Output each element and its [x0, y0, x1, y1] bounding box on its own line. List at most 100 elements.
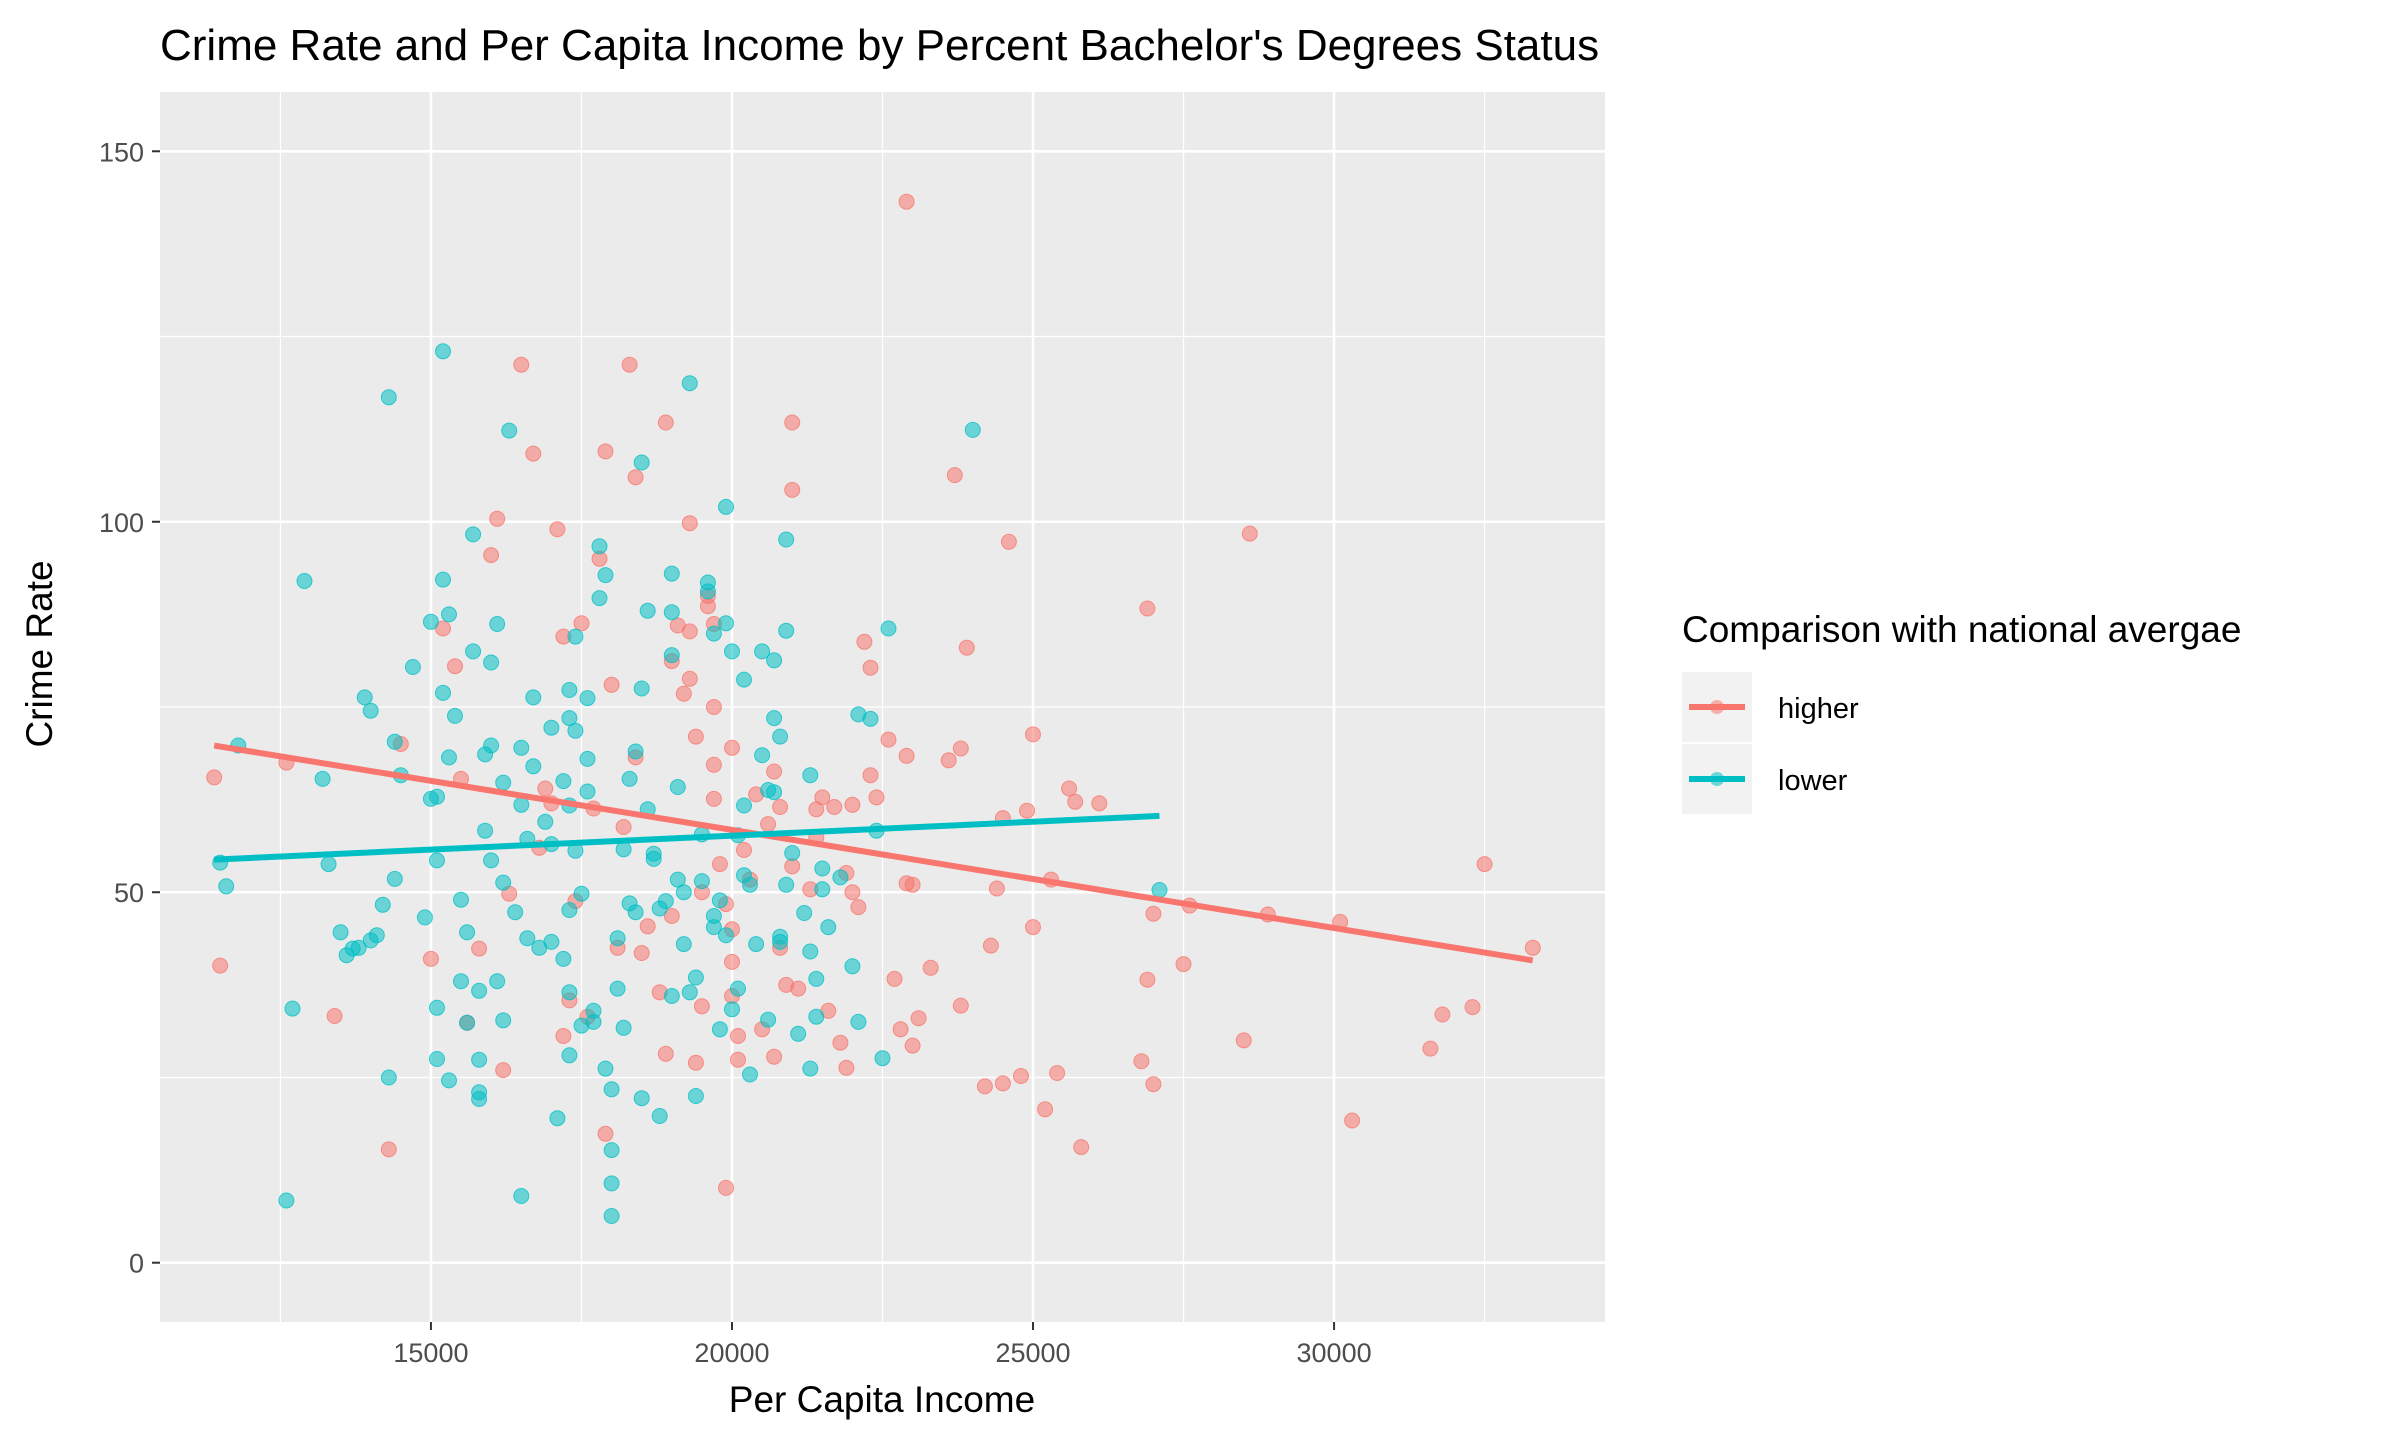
- point-higher-94: [850, 899, 867, 916]
- point-lower-112: [645, 850, 662, 867]
- point-lower-89: [585, 1002, 602, 1019]
- point-lower-127: [687, 969, 704, 986]
- point-lower-102: [621, 770, 638, 787]
- y-tick-label-3: 150: [99, 137, 144, 167]
- point-lower-171: [814, 860, 831, 877]
- point-higher-12: [483, 547, 500, 564]
- point-lower-183: [1151, 882, 1168, 898]
- x-axis: 15000 20000 25000 30000: [393, 1322, 1372, 1368]
- point-higher-68: [730, 1051, 746, 1068]
- point-higher-14: [495, 1062, 512, 1079]
- point-lower-45: [471, 1051, 488, 1068]
- point-lower-28: [429, 852, 445, 869]
- point-lower-153: [760, 1011, 777, 1028]
- point-lower-30: [435, 343, 451, 360]
- point-higher-142: [1344, 1112, 1361, 1129]
- point-higher-135: [1145, 1076, 1162, 1093]
- point-higher-69: [736, 842, 752, 858]
- point-higher-8: [447, 658, 463, 675]
- point-higher-114: [976, 1078, 993, 1095]
- point-lower-176: [850, 1013, 867, 1030]
- point-lower-61: [513, 796, 530, 813]
- point-higher-124: [1037, 1101, 1054, 1118]
- point-higher-108: [922, 959, 939, 976]
- point-lower-56: [495, 1012, 512, 1029]
- point-lower-157: [772, 728, 789, 745]
- point-lower-59: [513, 739, 530, 756]
- point-higher-23: [555, 1028, 572, 1044]
- point-lower-85: [579, 690, 596, 707]
- point-lower-36: [447, 707, 463, 724]
- point-lower-50: [483, 737, 500, 754]
- point-lower-94: [603, 1081, 620, 1098]
- point-lower-139: [718, 927, 734, 944]
- point-lower-64: [525, 689, 542, 706]
- point-higher-147: [1524, 939, 1541, 956]
- point-higher-122: [1025, 919, 1041, 936]
- point-lower-117: [663, 604, 680, 621]
- point-lower-65: [525, 758, 542, 775]
- trend-line-higher: [213, 742, 1534, 964]
- point-lower-58: [507, 904, 524, 921]
- point-higher-74: [766, 763, 783, 780]
- point-lower-166: [802, 943, 819, 960]
- point-higher-31: [597, 443, 614, 460]
- point-higher-144: [1434, 1006, 1451, 1023]
- x-tick-label-2: 25000: [995, 1338, 1070, 1368]
- point-higher-110: [946, 467, 963, 484]
- point-lower-172: [814, 881, 831, 898]
- point-lower-87: [579, 783, 596, 800]
- point-lower-100: [615, 1019, 632, 1036]
- point-lower-116: [663, 565, 680, 582]
- point-higher-51: [687, 1054, 704, 1071]
- point-lower-101: [615, 841, 632, 858]
- point-higher-46: [675, 685, 692, 702]
- point-lower-181: [880, 620, 897, 637]
- point-higher-75: [766, 1048, 783, 1065]
- point-higher-59: [705, 790, 722, 807]
- point-lower-86: [579, 750, 596, 767]
- point-lower-143: [730, 980, 746, 997]
- point-lower-124: [681, 984, 698, 1001]
- point-lower-167: [802, 1060, 819, 1077]
- point-lower-34: [441, 1072, 457, 1089]
- chart-title: Crime Rate and Per Capita Income by Perc…: [160, 21, 1599, 70]
- point-higher-97: [862, 659, 879, 676]
- point-lower-108: [633, 680, 650, 697]
- point-lower-123: [675, 884, 692, 901]
- point-higher-4: [380, 1141, 397, 1158]
- point-lower-163: [784, 845, 801, 861]
- point-lower-165: [796, 905, 813, 921]
- trend-line-lower: [214, 812, 1160, 863]
- legend-title: Comparison with national avergae: [1682, 609, 2241, 650]
- trend-lines: [213, 742, 1534, 964]
- point-higher-57: [705, 699, 722, 715]
- point-lower-141: [724, 643, 740, 660]
- point-higher-126: [1049, 1065, 1066, 1081]
- point-higher-17: [525, 445, 542, 462]
- point-higher-131: [1133, 1053, 1150, 1070]
- point-higher-58: [705, 756, 722, 773]
- point-lower-159: [772, 933, 789, 950]
- point-lower-27: [429, 788, 445, 805]
- point-higher-128: [1067, 793, 1084, 810]
- point-higher-35: [621, 356, 638, 373]
- point-lower-67: [537, 813, 554, 830]
- point-higher-34: [615, 819, 632, 835]
- point-lower-51: [483, 852, 500, 869]
- point-lower-148: [742, 876, 758, 893]
- point-lower-170: [808, 1008, 825, 1025]
- point-higher-143: [1422, 1040, 1439, 1057]
- point-higher-32: [603, 676, 620, 693]
- point-lower-93: [597, 567, 614, 584]
- legend: Comparison with national avergae higher …: [1682, 609, 2241, 814]
- point-lower-91: [591, 590, 608, 607]
- point-higher-133: [1139, 600, 1156, 617]
- y-tick-label-2: 100: [99, 508, 144, 538]
- point-higher-139: [1241, 525, 1258, 542]
- point-higher-127: [1061, 780, 1078, 797]
- legend-key-lower-dot: [1710, 772, 1724, 786]
- point-higher-107: [910, 1010, 927, 1027]
- point-lower-150: [754, 643, 771, 660]
